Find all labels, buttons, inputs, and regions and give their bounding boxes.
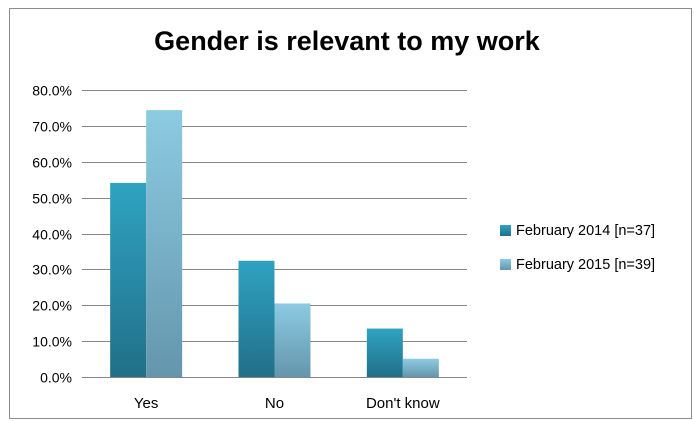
y-tick-label: 20.0% xyxy=(32,298,72,314)
x-tick-label: No xyxy=(265,395,284,412)
y-tick-label: 40.0% xyxy=(32,227,72,243)
bar xyxy=(146,110,183,377)
bar xyxy=(402,358,439,377)
x-axis-ticks: Yes No Don't know xyxy=(134,395,440,412)
x-tick-label: Don't know xyxy=(366,395,440,412)
bar xyxy=(366,328,403,377)
y-axis-ticks: 0.0% 10.0% 20.0% 30.0% 40.0% 50.0% 60.0% 70.0% 8… xyxy=(32,83,72,386)
x-tick-label: Yes xyxy=(134,395,158,412)
y-tick-label: 70.0% xyxy=(32,119,72,135)
bar xyxy=(238,260,275,377)
y-tick-label: 30.0% xyxy=(32,262,72,278)
y-tick-label: 0.0% xyxy=(40,370,72,386)
y-tick-label: 80.0% xyxy=(32,83,72,99)
y-tick-label: 50.0% xyxy=(32,191,72,207)
legend-label: February 2015 [n=39] xyxy=(516,257,655,273)
legend: February 2014 [n=37] February 2015 [n=39] xyxy=(500,223,655,273)
y-tick-label: 10.0% xyxy=(32,334,72,350)
chart-title: Gender is relevant to my work xyxy=(154,26,540,56)
bar xyxy=(274,303,311,377)
y-tick-label: 60.0% xyxy=(32,155,72,171)
bar xyxy=(110,182,147,377)
legend-swatch xyxy=(500,225,511,236)
bars xyxy=(110,110,439,377)
legend-label: February 2014 [n=37] xyxy=(516,223,655,239)
legend-swatch xyxy=(500,259,511,270)
